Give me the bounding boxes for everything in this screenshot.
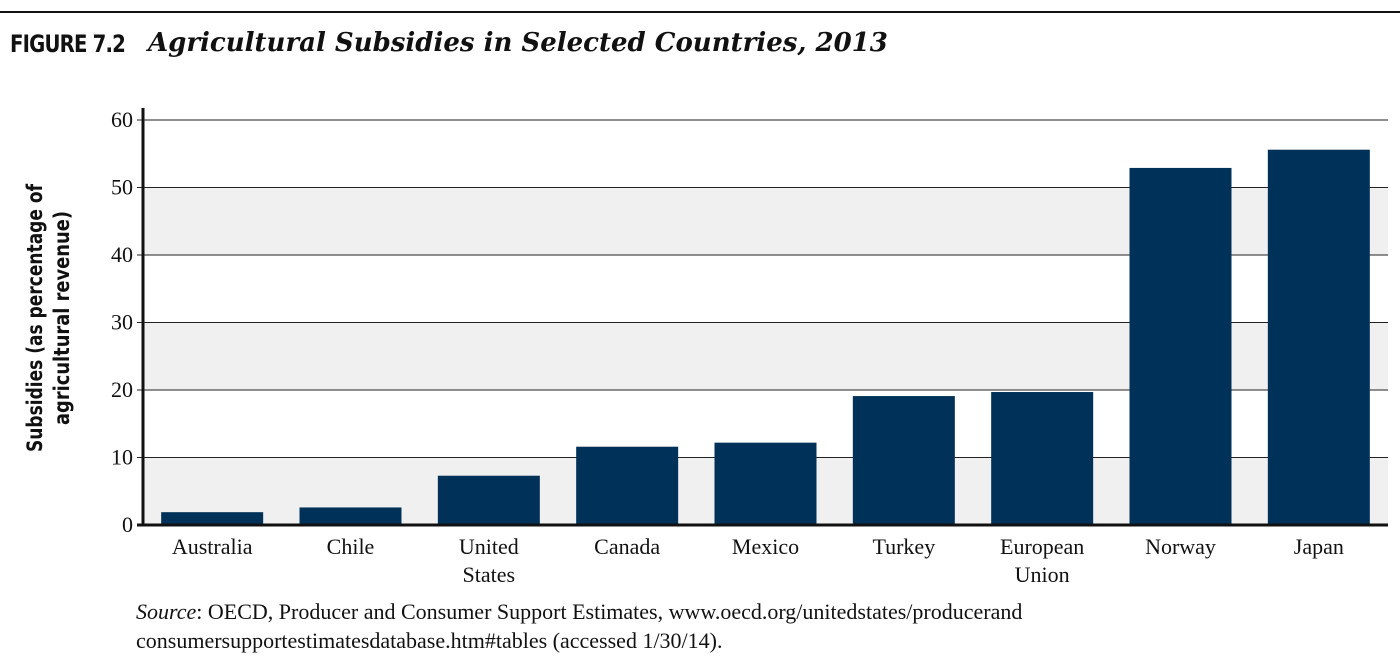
x-tick-label-line: Australia	[172, 534, 253, 559]
y-axis-title-line: agricultural revenue)	[50, 211, 74, 425]
figure-title: Agricultural Subsidies in Selected Count…	[148, 28, 888, 58]
bar	[714, 442, 817, 525]
x-tick-label: Turkey	[872, 534, 935, 559]
source-text-line2: consumersupportestimatesdatabase.htm#tab…	[136, 628, 723, 653]
x-tick-label-line: Norway	[1145, 534, 1216, 559]
x-tick-label: Canada	[594, 534, 660, 559]
bar	[991, 392, 1094, 525]
bar	[852, 396, 955, 525]
y-tick-label: 10	[111, 445, 133, 470]
bar-chart: 0 10 20 30 40 50 60 Australia Chile United States C…	[23, 107, 1388, 587]
x-tick-label-line: United	[459, 534, 519, 559]
x-tick-label-line: Canada	[594, 534, 660, 559]
y-tick-label: 20	[111, 377, 133, 402]
x-tick-label: Japan	[1294, 534, 1344, 559]
y-tick-label: 40	[111, 242, 133, 267]
x-tick-label-line: Japan	[1294, 534, 1344, 559]
x-tick-label-line: States	[463, 562, 516, 587]
x-tick-label: Chile	[327, 534, 375, 559]
y-axis-title: Subsidies (as percentage of agricultural …	[23, 183, 74, 452]
y-tick-label: 60	[111, 107, 133, 132]
x-tick-label-line: Chile	[327, 534, 375, 559]
bar	[576, 446, 679, 525]
y-tick-label: 50	[111, 175, 133, 200]
top-rule	[0, 11, 1400, 13]
bar	[161, 512, 264, 525]
x-tick-label-line: Mexico	[732, 534, 799, 559]
x-tick-label-line: European	[1000, 534, 1084, 559]
y-tick-label: 0	[122, 512, 133, 537]
bar	[1129, 167, 1232, 526]
x-tick-label: European Union	[1000, 534, 1084, 587]
x-tick-label: United States	[459, 534, 519, 587]
source-note: Source: OECD, Producer and Consumer Supp…	[136, 597, 1022, 655]
x-tick-label-line: Turkey	[872, 534, 935, 559]
source-label: Source	[136, 599, 197, 624]
source-text-line1: : OECD, Producer and Consumer Support Es…	[196, 599, 1023, 624]
y-axis-title-line: Subsidies (as percentage of	[23, 183, 47, 452]
figure-label: FIGURE 7.2	[10, 30, 126, 58]
bar	[437, 475, 540, 525]
x-tick-label: Mexico	[732, 534, 799, 559]
x-tick-label-line: Union	[1015, 562, 1070, 587]
x-tick-label: Norway	[1145, 534, 1216, 559]
bar	[1267, 149, 1370, 525]
bar	[299, 507, 402, 525]
x-tick-label: Australia	[172, 534, 253, 559]
y-tick-label: 30	[111, 310, 133, 335]
